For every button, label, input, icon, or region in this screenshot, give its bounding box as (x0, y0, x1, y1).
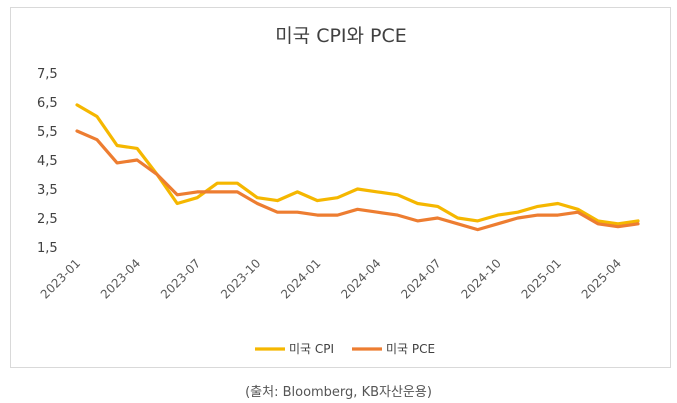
legend: 미국 CPI 미국 PCE (255, 342, 435, 356)
series-line-1 (75, 103, 640, 226)
legend-label-2: 미국 PCE (386, 342, 435, 356)
y-tick-label: 4,5 (37, 154, 58, 169)
x-tick-label: 2023-01 (38, 256, 83, 301)
y-tick-label: 6,5 (37, 96, 58, 111)
x-tick-label: 2024-10 (459, 256, 504, 301)
chart-frame (10, 7, 671, 368)
x-tick-label: 2023-04 (98, 256, 143, 301)
source-caption: (출처: Bloomberg, KB자산운용) (245, 385, 432, 400)
y-tick-label: 1,5 (37, 241, 58, 256)
x-tick-label: 2025-04 (579, 256, 624, 301)
x-tick-label: 2024-07 (398, 256, 443, 301)
y-tick-label: 7,5 (37, 67, 58, 82)
x-tick-label: 2024-01 (278, 256, 323, 301)
series-line-2 (75, 129, 640, 232)
series-lines (75, 103, 640, 232)
x-tick-label: 2023-07 (158, 256, 203, 301)
x-tick-label: 2025-01 (519, 256, 564, 301)
y-tick-label: 3,5 (37, 183, 58, 198)
x-tick-label: 2023-10 (218, 256, 263, 301)
legend-label-1: 미국 CPI (289, 342, 334, 356)
y-tick-label: 2,5 (37, 212, 58, 227)
y-axis-ticks: 7,5 6,5 5,5 4,5 3,5 2,5 1,5 (37, 67, 58, 256)
y-tick-label: 5,5 (37, 125, 58, 140)
x-tick-label: 2024-04 (338, 256, 383, 301)
x-axis-ticks: 2023-01 2023-04 2023-07 2023-10 2024-01 2024-… (38, 256, 624, 301)
chart-title: 미국 CPI와 PCE (275, 25, 407, 47)
